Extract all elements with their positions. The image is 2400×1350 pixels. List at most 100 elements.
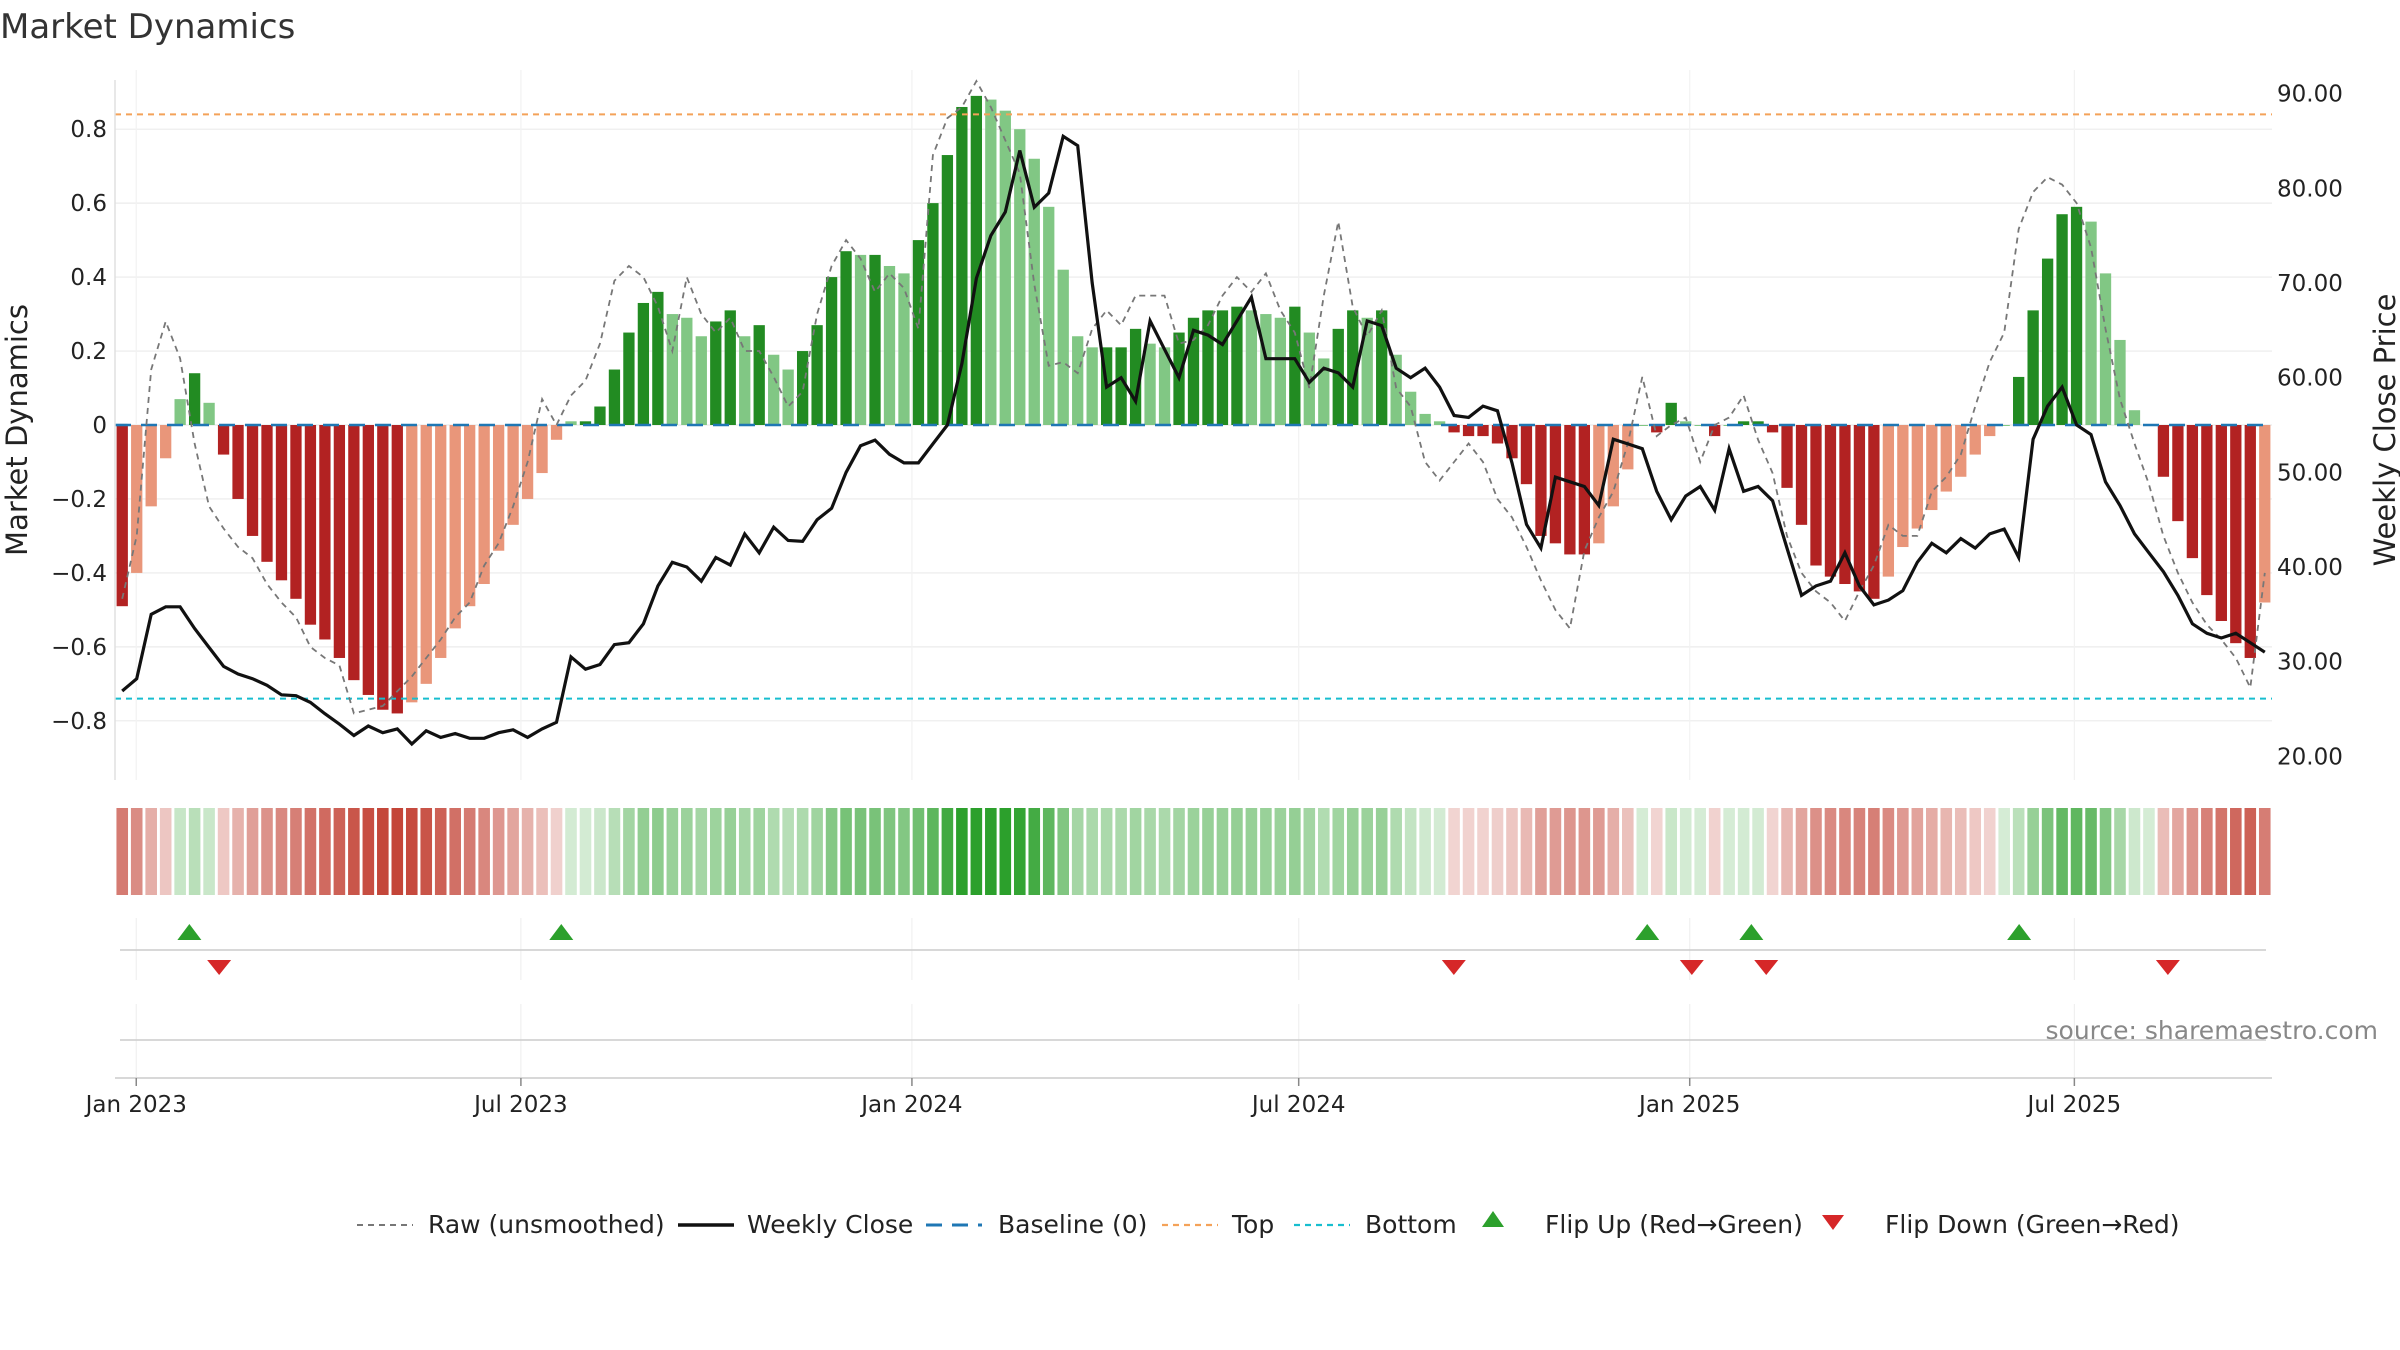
heat-cell [956,808,968,895]
flip-up-marker [1739,924,1764,940]
dynamics-bar [854,254,867,425]
heat-cell [1868,808,1880,895]
heat-cell [840,808,852,895]
heat-cell [681,808,693,895]
dynamics-bar [1419,413,1431,425]
legend-baseline-label: Baseline (0) [998,1210,1147,1239]
flip-markers-panel [120,918,2266,980]
dynamics-bar [2201,425,2213,596]
heat-cell [1390,808,1402,895]
heat-cell [130,808,143,895]
dynamics-bar [594,406,606,425]
heat-cell [753,808,765,895]
heat-cell [941,808,954,895]
dynamics-bar [116,425,128,607]
dynamics-bar [377,425,389,710]
dynamics-bar [1781,425,1793,488]
dynamics-bar [999,110,1011,425]
heat-cell [261,808,273,895]
heat-cell [391,808,404,895]
heat-cell [2114,808,2126,895]
dynamics-bar [232,425,244,499]
flip-down-marker [1679,960,1704,975]
dynamics-bar [1057,269,1069,425]
x-tick-label: Jul 2025 [2026,1092,2122,1118]
empty-bottom-panel [120,1004,2266,1078]
dynamics-bar [2172,425,2184,522]
heat-cell [724,808,737,895]
dynamics-bar [449,425,461,629]
heat-cell [825,808,838,895]
heat-cell [348,808,360,895]
dynamics-bar [883,265,896,425]
heat-cell [188,808,201,895]
heat-cell [2157,808,2170,895]
dynamics-bar [579,421,592,425]
dynamics-bar [2157,425,2170,477]
heat-cell [1346,808,1359,895]
dynamics-bar [1274,317,1287,425]
bars [116,95,2271,714]
dynamics-bar [2114,339,2126,425]
right-tick-label: 60.00 [2277,366,2343,392]
dynamics-bar [2070,206,2083,425]
right-tick-label: 80.00 [2277,176,2343,202]
heat-cell [695,808,708,895]
dynamics-bar [1810,425,1822,566]
dynamics-bar [1376,310,1388,425]
legend-raw-label: Raw (unsmoothed) [428,1210,665,1239]
heat-cell [1303,808,1316,895]
dynamics-bar [1332,328,1344,425]
heat-cell [2056,808,2068,895]
heat-cell [1824,808,1837,895]
heat-cell [1983,808,1996,895]
flip-up-marker [1635,924,1660,940]
heat-cell [203,808,215,895]
heat-cell [2041,808,2054,895]
weekly-close-line [121,133,2266,747]
heat-cell [898,808,910,895]
dynamics-bar [623,332,635,425]
heat-cell [1795,808,1808,895]
heat-cell [927,808,939,895]
heat-cell [623,808,635,895]
heat-cell [1144,808,1156,895]
heat-cell [492,808,505,895]
heat-cell [1781,808,1793,895]
dynamics-bar [1318,358,1330,425]
dynamics-bar [1897,425,1909,548]
dynamics-bar [304,425,317,625]
dynamics-bar [1839,425,1851,585]
heat-cell [1274,808,1287,895]
heat-cell [1607,808,1620,895]
dynamics-bar [217,425,230,455]
heat-cell [420,808,433,895]
dynamics-bar [1115,347,1127,425]
heat-cell [1115,808,1127,895]
dynamics-bar [1028,158,1040,425]
dynamics-bar [637,302,650,425]
heat-cell [405,808,418,895]
heat-cell [985,808,997,895]
dynamics-bar [941,155,954,426]
heat-cell [1028,808,1041,895]
flip-down-marker [1441,960,1466,975]
dynamics-bar [1795,425,1808,525]
x-axis-ticks: Jan 2023 Jul 2023 Jan 2024 Jul 2024 Jan 2025… [84,1077,2272,1118]
dynamics-bar [290,425,302,599]
heat-cell [1491,808,1504,895]
flip-down-marker [207,960,232,975]
heat-cell [767,808,780,895]
dynamics-bar [1911,425,1923,529]
dynamics-bar [2013,376,2025,425]
heat-cell [2085,808,2097,895]
heat-cell [145,808,157,895]
heat-cell [1448,808,1460,895]
dynamics-bar [1940,425,1952,492]
heat-cell [174,808,186,895]
heat-cell [2099,808,2112,895]
dynamics-bar [1752,421,1764,425]
heat-cell [2027,808,2039,895]
dynamics-bar [2128,410,2141,425]
heat-cell [709,808,722,895]
